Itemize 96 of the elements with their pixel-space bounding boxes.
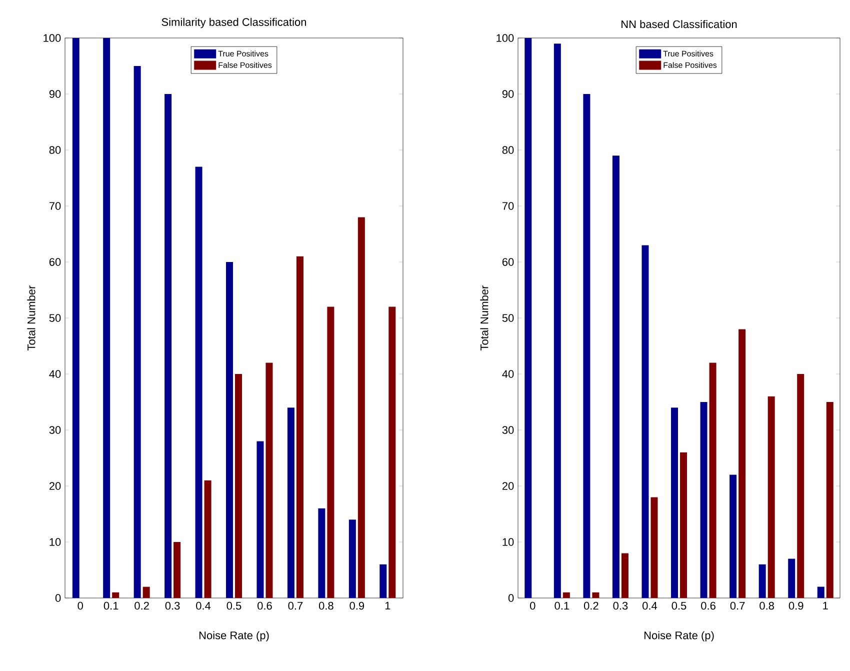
x-tick-label: 0 [78,602,83,610]
x-tick-label: 0.7 [730,602,745,610]
bar [287,408,294,598]
bar [826,402,834,598]
bar [768,396,775,598]
bar [226,262,234,598]
bar [817,586,824,598]
y-tick-label: 80 [49,146,61,154]
chart-title: NN based Classification [622,20,737,28]
bar [195,166,202,598]
x-tick-label: 0 [530,602,536,610]
y-tick-label: 100 [496,34,514,42]
x-tick-label: 0.7 [288,602,303,610]
y-tick-label: 50 [502,314,514,322]
y-tick-label: 40 [502,370,514,378]
bar [709,362,716,598]
bar [358,217,365,598]
bar [650,497,658,598]
bar [700,402,708,598]
y-tick-label: 40 [49,370,61,378]
bar [524,38,532,598]
bar [642,245,649,598]
y-tick-label: 20 [49,482,61,490]
bar [738,329,746,598]
bar [612,156,620,598]
bar [583,94,590,598]
bar [730,474,737,598]
y-tick-label: 60 [502,258,514,266]
x-tick-label: 0.4 [642,602,658,610]
x-tick-label: 0.8 [760,602,774,610]
bar [788,558,796,598]
x-tick-label: 1 [823,602,828,610]
bar [318,508,326,598]
bar [592,592,600,598]
x-tick-label: 0.8 [318,602,334,610]
bar [204,480,212,598]
y-tick-label: 60 [49,258,61,266]
bar [348,520,356,598]
bar [164,94,172,598]
y-tick-label: 0 [55,594,61,602]
y-tick-label: 0 [508,594,514,602]
bar [174,542,181,598]
y-tick-label: 80 [502,146,514,154]
bar [671,408,678,598]
x-tick-label: 0.2 [134,602,149,610]
bar [134,66,141,598]
bar [327,306,334,598]
bar [380,564,387,598]
x-axis-title: Noise Rate (p) [199,631,269,642]
y-tick-label: 70 [502,202,514,210]
y-tick-label: 10 [50,538,61,546]
x-tick-label: 0.4 [196,602,211,610]
bar [797,374,804,598]
x-tick-label: 0.3 [613,602,628,610]
x-tick-label: 0.6 [258,602,272,610]
bar [562,592,570,598]
y-tick-label: 30 [49,426,61,434]
y-axis-title: Total Number [27,285,36,350]
bar [680,452,688,598]
y-axis-title: Total Number [480,285,488,350]
bar [112,592,120,598]
legend-label: True Positives [663,50,714,56]
y-tick-label: 90 [502,90,514,98]
bar [266,362,273,598]
bar [296,256,304,598]
x-tick-label: 0.3 [165,602,180,610]
x-tick-label: 0.5 [672,602,686,610]
y-tick-label: 30 [502,426,514,434]
bar [142,586,150,598]
y-tick-label: 70 [49,202,61,210]
x-tick-label: 0.5 [226,602,242,610]
x-tick-label: 0.1 [554,602,570,610]
x-tick-label: 0.9 [350,602,364,610]
bar [621,553,628,598]
legend-label: True Positives [218,50,268,56]
x-tick-label: 0.6 [701,602,716,610]
y-tick-label: 90 [49,90,61,98]
x-tick-label: 0.1 [104,602,118,610]
legend-label: False Positives [218,62,272,68]
bar [554,44,561,598]
bar [103,38,110,598]
chart-title: Similarity based Classification [162,18,306,28]
y-tick-label: 20 [502,482,514,490]
bar [758,564,766,598]
legend-label: False Positives [664,62,717,68]
bar [388,306,396,598]
bar [235,374,242,598]
x-axis-title: Noise Rate (p) [644,631,714,642]
y-tick-label: 10 [502,538,514,546]
x-tick-label: 0.9 [788,602,804,610]
bar [256,441,264,598]
y-tick-label: 50 [49,314,61,322]
y-tick-label: 100 [44,34,61,42]
x-tick-label: 1 [385,602,390,610]
bar [72,38,80,598]
x-tick-label: 0.2 [584,602,598,610]
